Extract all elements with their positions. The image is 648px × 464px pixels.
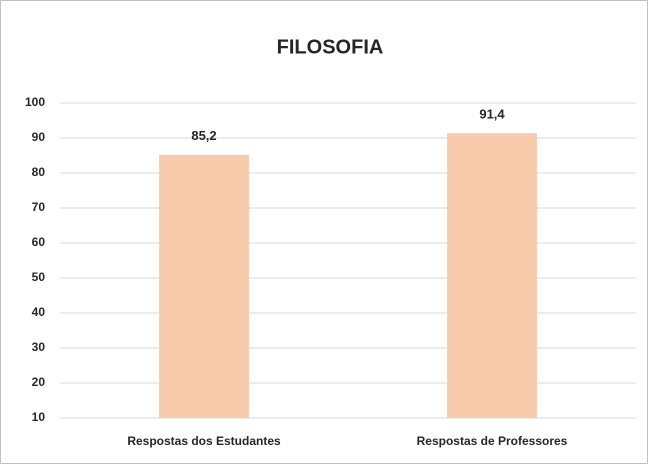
chart-title: FILOSOFIA xyxy=(277,36,384,58)
y-tick-label: 50 xyxy=(32,270,46,284)
y-tick-label: 90 xyxy=(32,130,46,144)
y-tick-label: 30 xyxy=(32,340,46,354)
y-tick-label: 70 xyxy=(32,200,46,214)
y-tick-label: 80 xyxy=(32,165,46,179)
x-tick-label: Respostas de Professores xyxy=(417,434,568,448)
y-tick-label: 100 xyxy=(25,95,45,109)
bar xyxy=(447,133,537,418)
y-tick-label: 40 xyxy=(32,305,46,319)
y-tick-label: 20 xyxy=(32,375,46,389)
y-tick-label: 10 xyxy=(32,410,46,424)
data-label: 91,4 xyxy=(479,107,505,122)
bar xyxy=(159,154,249,419)
data-label: 85,2 xyxy=(191,128,216,143)
y-tick-label: 60 xyxy=(32,235,46,249)
x-tick-label: Respostas dos Estudantes xyxy=(127,434,281,448)
